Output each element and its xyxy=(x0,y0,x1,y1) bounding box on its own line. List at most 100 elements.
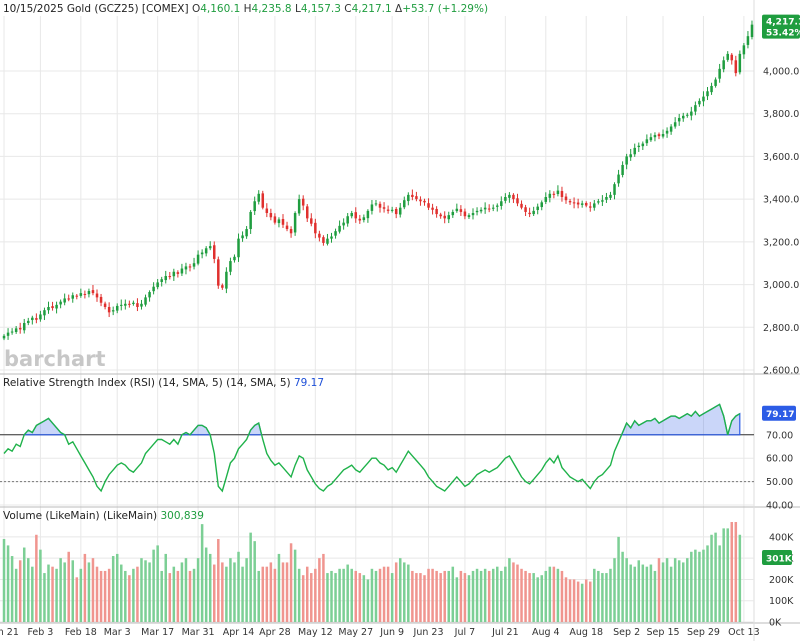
volume-bar xyxy=(706,545,709,622)
rsi-tick-label: 50.00 xyxy=(766,477,793,488)
volume-bar xyxy=(314,568,317,622)
candle-body xyxy=(63,298,66,303)
candle-body xyxy=(447,215,451,220)
volume-bar xyxy=(633,566,636,622)
open-value: 4,160.1 xyxy=(200,3,241,15)
candle-body xyxy=(427,203,430,208)
candle-body xyxy=(718,68,721,79)
volume-bar xyxy=(508,558,511,622)
volume-bar xyxy=(455,577,459,622)
x-tick-label: Aug 18 xyxy=(569,627,603,638)
candle-body xyxy=(544,197,548,202)
volume-bar xyxy=(398,558,402,622)
volume-bar xyxy=(237,551,240,622)
volume-bar xyxy=(120,564,123,622)
candle-body xyxy=(253,201,256,212)
candle-body xyxy=(221,285,224,288)
candle-body xyxy=(59,301,62,305)
volume-tick-label: 200K xyxy=(769,575,794,586)
header-symbol: Gold (GCZ25) [COMEX] xyxy=(66,3,189,15)
volume-bar xyxy=(95,566,99,622)
high-label: H xyxy=(243,3,252,15)
candle-body xyxy=(390,209,394,211)
volume-bar xyxy=(43,573,46,622)
volume-bar xyxy=(467,575,471,622)
candle-body xyxy=(572,202,576,204)
volume-bar xyxy=(722,528,725,622)
volume-bar xyxy=(128,575,131,622)
candle-body xyxy=(382,207,386,209)
candle-body xyxy=(504,197,507,201)
volume-bar xyxy=(504,566,507,622)
candle-body xyxy=(277,219,281,224)
volume-bar xyxy=(673,558,677,622)
candle-body xyxy=(673,122,677,127)
volume-bar xyxy=(354,570,358,622)
candle-body xyxy=(47,306,50,311)
candle-body xyxy=(750,24,754,38)
volume-bar xyxy=(83,553,87,622)
candle-body xyxy=(322,237,325,243)
volume-bar xyxy=(564,577,568,622)
candle-body xyxy=(568,201,572,203)
candle-body xyxy=(694,105,697,112)
candle-body xyxy=(160,279,163,283)
volume-bar xyxy=(435,570,438,622)
price-header: 10/15/2025 Gold (GCZ25) [COMEX] O4,160.1… xyxy=(3,3,488,15)
x-tick-label: Mar 3 xyxy=(104,627,131,638)
candle-body xyxy=(641,143,645,147)
candle-body xyxy=(318,233,321,238)
volume-bar xyxy=(702,549,705,622)
volume-bar xyxy=(500,570,503,622)
volume-bar xyxy=(516,564,519,622)
candle-body xyxy=(374,203,378,205)
volume-bar xyxy=(609,568,612,622)
candle-body xyxy=(200,252,204,255)
candle-body xyxy=(87,290,91,295)
candle-body xyxy=(31,317,34,321)
candle-body xyxy=(168,276,172,278)
price-badge-value: 4,217.1 xyxy=(766,18,800,28)
candle-body xyxy=(213,245,216,259)
x-tick-label: Sep 15 xyxy=(647,627,680,638)
candle-body xyxy=(43,310,46,316)
candle-body xyxy=(431,207,434,210)
candle-body xyxy=(589,206,592,208)
close-value: 4,217.1 xyxy=(351,3,392,15)
candle-body xyxy=(742,45,746,55)
volume-bar xyxy=(221,562,224,622)
volume-bar xyxy=(144,560,147,622)
x-tick-label: May 27 xyxy=(338,627,373,638)
x-tick-label: Apr 28 xyxy=(259,627,291,638)
candle-body xyxy=(407,194,410,202)
volume-bar xyxy=(184,558,188,622)
volume-bar xyxy=(665,558,669,622)
volume-bar xyxy=(629,564,632,622)
candle-body xyxy=(35,318,38,320)
candle-body xyxy=(698,100,701,105)
candle-body xyxy=(520,203,523,208)
candle-body xyxy=(338,225,341,232)
candle-body xyxy=(354,212,358,219)
candle-body xyxy=(184,266,188,270)
candle-body xyxy=(479,209,483,212)
volume-bar xyxy=(196,558,200,622)
volume-bar xyxy=(233,562,236,622)
x-tick-label: Apr 14 xyxy=(223,627,255,638)
candle-body xyxy=(370,204,374,211)
volume-bar xyxy=(334,573,337,622)
volume-bar xyxy=(374,570,378,622)
volume-bar xyxy=(601,573,604,622)
volume-bar xyxy=(225,566,228,622)
volume-bar xyxy=(297,568,301,622)
volume-bar xyxy=(540,575,543,622)
volume-bar xyxy=(18,560,22,622)
candle-body xyxy=(10,331,14,333)
candle-body xyxy=(297,199,301,214)
candle-body xyxy=(192,263,196,267)
candle-body xyxy=(556,190,560,195)
rsi-title: Relative Strength Index (RSI) (14, SMA, … xyxy=(3,377,223,389)
candle-body xyxy=(156,282,159,288)
candle-body xyxy=(334,231,337,236)
